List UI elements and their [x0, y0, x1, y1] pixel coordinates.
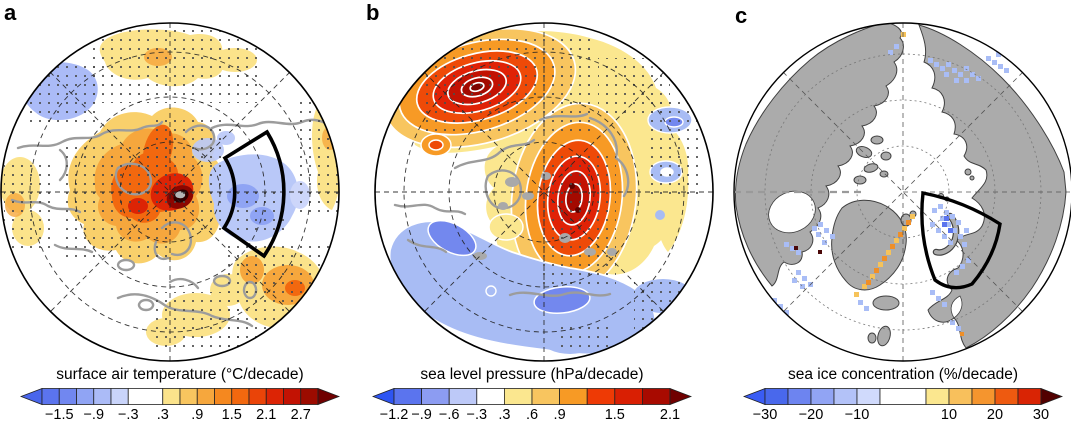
colorbar-scale: [743, 388, 1063, 406]
significance-stippling: [4, 28, 339, 350]
colorbar-tick-label: 1.5: [221, 407, 242, 423]
colorbar-tick-label: −.3: [117, 407, 139, 423]
colorbar-sea-level-pressure: sea level pressure (hPa/decade) −1.2 −.9−…: [372, 365, 692, 427]
colorbar-title: sea ice concentration (%/decade): [787, 366, 1019, 383]
significance-stippling: [422, 38, 698, 350]
colorbar-tick-label: .3: [156, 407, 169, 423]
colorbar-scale: [372, 388, 692, 406]
colorbar-tick-label: 2.7: [290, 407, 311, 423]
colorbar-tick-label: 2.1: [256, 407, 277, 423]
sector-outline-panel-a: [221, 129, 286, 259]
hudson-bay: [768, 190, 816, 234]
colorbar-tick-label: 2.1: [659, 407, 681, 423]
map-border: [374, 22, 714, 362]
colorbar-scale: [20, 388, 340, 406]
baltic-sea: [950, 295, 963, 319]
colorbar-title: surface air temperature (°C/decade): [56, 366, 304, 383]
ice-edge-positive-cells: [854, 32, 915, 297]
map-border: [0, 22, 340, 362]
panel-a-letter: a: [4, 0, 17, 25]
colorbar-tick-label: 10: [940, 407, 958, 423]
colorbar-sea-ice-concentration: sea ice concentration (%/decade) −30 −20−…: [743, 365, 1063, 427]
colorbar-tick-label: 20: [986, 407, 1004, 423]
colorbar-tick-row: −30 −20 −10 10 20 30: [743, 407, 1063, 427]
sector-outline-panel-c: [920, 190, 1002, 290]
colorbar-tick-label: −30: [752, 407, 778, 423]
colorbar-tick-label: .3: [498, 407, 511, 423]
colorbar-tick-label: .9: [553, 407, 566, 423]
colorbar-tick-label: 30: [1032, 407, 1050, 423]
eurasia: [918, 24, 1067, 349]
colorbar-tick-row: −1.2 −.9 −.6 −.3 .3 .6 .9 1.5 2.1: [372, 407, 692, 427]
colorbar-tick-label: −.9: [83, 407, 105, 423]
novaya-zemlya: [933, 213, 959, 255]
colorbar-tick-label: −.3: [466, 407, 488, 423]
colorbar-tick-label: −.9: [411, 407, 432, 423]
colorbar-tick-label: .9: [191, 407, 204, 423]
colorbar-tick-label: −.6: [438, 407, 460, 423]
map-sea-ice-concentration: [733, 22, 1071, 362]
sea-ice-trend-cells: [772, 32, 1009, 336]
graticule: [375, 23, 713, 361]
colorbar-tick-label: −1.2: [379, 407, 409, 423]
colorbar-tick-label: −1.5: [44, 407, 74, 423]
panel-b-letter: b: [366, 0, 380, 25]
colorbar-tick-label: −20: [798, 407, 824, 423]
map-surface-air-temperature: [0, 22, 340, 362]
colorbar-surface-air-temperature: surface air temperature (°C/decade) −1.5…: [20, 365, 340, 427]
graticule: [1, 23, 339, 361]
panel-c-letter: c: [735, 3, 748, 28]
map-sea-level-pressure: [374, 22, 714, 362]
colorbar-title: sea level pressure (hPa/decade): [420, 366, 644, 383]
iceland: [872, 295, 900, 311]
map-border: [733, 22, 1071, 362]
colorbar-tick-label: .6: [525, 407, 539, 423]
colorbar-tick-row: −1.5 −.9 −.3 .3 .9 1.5 2.1 2.7: [20, 407, 340, 427]
colorbar-tick-label: 1.5: [604, 407, 625, 423]
colorbar-tick-label: −10: [844, 407, 870, 423]
